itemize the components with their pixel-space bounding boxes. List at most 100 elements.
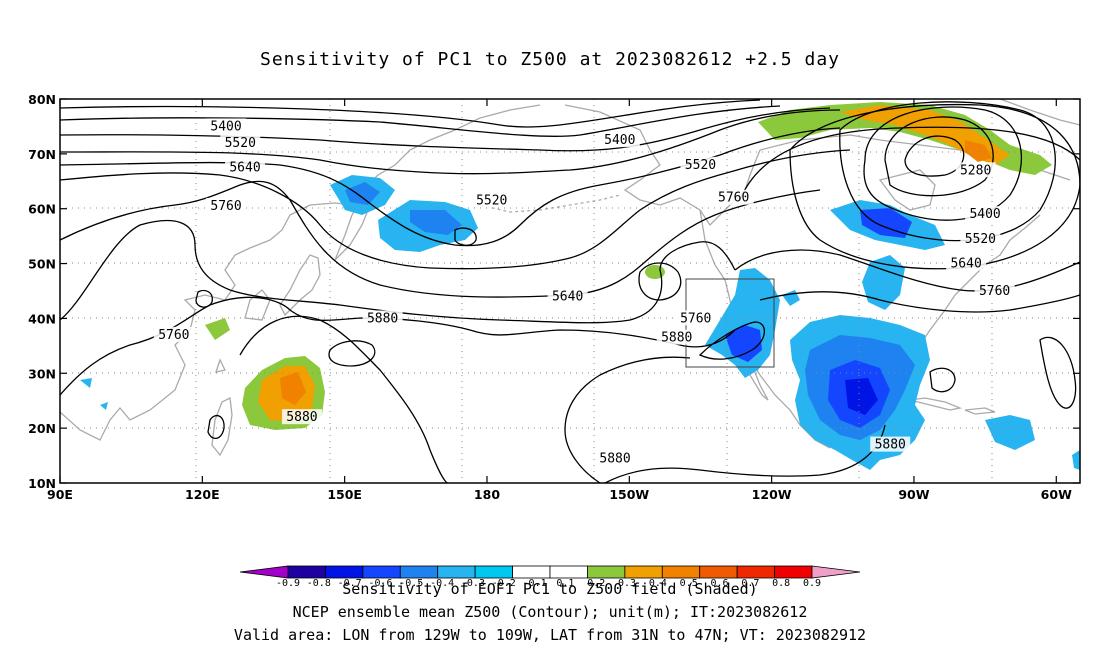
contour-label-bg (220, 134, 261, 150)
y-axis-ticks: 10N 20N 30N 40N 50N 60N 70N 80N (28, 92, 1080, 491)
contour-label: 5880 (875, 438, 906, 453)
contour-label: 5760 (979, 284, 1010, 299)
contour-label-bg (281, 409, 322, 425)
contour-label: 5520 (685, 158, 716, 173)
colorbar-swatch (699, 565, 738, 579)
colorbar-swatch (437, 565, 476, 579)
contour-label: 5400 (604, 133, 635, 148)
y-tick-label: 60N (28, 202, 56, 217)
colorbar-swatch (661, 565, 701, 579)
colorbar-swatch (474, 565, 513, 579)
contour-label-bg (960, 230, 1001, 246)
contour-label-bg (471, 192, 512, 208)
colorbar-tick-label: 0.3 (618, 578, 636, 589)
colorbar-tick-label: -0.4 (430, 578, 454, 589)
contour-label-bg (974, 283, 1015, 298)
contour-label-bg (362, 310, 403, 326)
contour-label: 5880 (599, 451, 630, 466)
colorbar-tick-label: -0.8 (307, 578, 331, 589)
colorbar-tick-label: -0.6 (368, 578, 392, 589)
colorbar-tick-label: 0.6 (710, 578, 728, 589)
contour-label-bg (965, 206, 1006, 222)
colorbar-tick-label: -0.1 (523, 578, 547, 589)
contour-label: 5280 (960, 163, 991, 178)
contour-label: 5640 (229, 161, 260, 176)
colorbar-tick-label: -0.5 (399, 578, 423, 589)
footer-line-1: Sensitivity of EOF1 PC1 to Z500 field (S… (342, 580, 758, 598)
y-tick-label: 10N (28, 476, 56, 491)
contour-label: 5400 (969, 207, 1000, 222)
contour-label-bg (206, 118, 247, 134)
contour-label: 5880 (661, 331, 692, 346)
colorbar-swatch (587, 565, 626, 579)
contour-label: 5760 (718, 191, 749, 206)
colorbar-swatch (325, 565, 364, 579)
x-tick-label: 150W (609, 487, 649, 502)
contour-label: 5760 (158, 328, 189, 343)
x-tick-label: 180 (474, 487, 500, 502)
colorbar-tick-label: 0.2 (587, 578, 605, 589)
colorbar-swatch (399, 565, 439, 579)
colorbar-tick-label: -0.9 (276, 578, 300, 589)
colorbar-tick-label: -0.3 (461, 578, 485, 589)
z500-contours (60, 99, 1080, 483)
colorbar-swatch (362, 565, 401, 579)
x-tick-label: 120E (185, 487, 220, 502)
y-tick-label: 40N (28, 311, 56, 326)
colorbar-tick-label: 0.7 (741, 578, 759, 589)
colorbar-max-triangle (811, 565, 861, 579)
colorbar-tick-label: 0.1 (556, 578, 574, 589)
contour-label: 5880 (286, 410, 317, 425)
contour-label-bg (595, 450, 636, 466)
y-tick-label: 30N (28, 366, 56, 381)
y-tick-label: 20N (28, 421, 56, 436)
contour-label-bg (206, 197, 247, 213)
x-tick-label: 90E (47, 487, 73, 502)
colorbar-tick-label: 0.8 (772, 578, 790, 589)
contour-label: 5640 (552, 289, 583, 304)
colorbar-tick-label: -0.2 (492, 578, 516, 589)
contour-label-bg (599, 132, 640, 148)
colorbar-min-triangle (239, 565, 289, 579)
map-frame (59, 98, 1081, 484)
colorbar-tick-label: 0.9 (803, 578, 821, 589)
contour-label-bg (547, 288, 588, 304)
contour-label: 5520 (225, 136, 256, 151)
footer-line-3: Valid area: LON from 129W to 109W, LAT f… (233, 626, 867, 644)
contour-label: 5760 (680, 311, 711, 326)
x-tick-label: 60W (1041, 487, 1072, 502)
contour-label: 5640 (950, 257, 981, 272)
colorbar: -0.9 -0.8 -0.7 -0.6 -0.5 -0.4 -0.3 -0.2 -0.1 0.1 0… (239, 565, 861, 589)
colorbar-swatch (512, 565, 551, 579)
contour-label-bg (713, 189, 754, 205)
colorbar-swatch (624, 565, 663, 579)
contour-label-bg (955, 162, 996, 178)
x-tick-label: 120W (752, 487, 792, 502)
colorbar-tick-label: 0.4 (649, 578, 667, 589)
x-tick-label: 150E (327, 487, 362, 502)
colorbar-swatch (549, 565, 588, 579)
contour-label-bg (225, 159, 266, 175)
contour-label: 5760 (210, 199, 241, 214)
y-tick-label: 80N (28, 92, 56, 107)
x-axis-ticks: 90E 120E 150E 180 150W 120W 90W 60W (47, 99, 1072, 502)
y-tick-label: 70N (28, 147, 56, 162)
colorbar-swatch (774, 565, 813, 579)
contour-labels: 5400 5400 5520 5520 5520 5640 5640 5760 5760 5760… (153, 118, 1015, 466)
contour-label: 5520 (476, 193, 507, 208)
colorbar-tick-label: -0.7 (338, 578, 362, 589)
contour-label: 5520 (965, 232, 996, 247)
contour-label-bg (153, 326, 194, 342)
y-tick-label: 50N (28, 257, 56, 272)
contour-label-bg (656, 329, 697, 345)
contour-label: 5880 (367, 311, 398, 326)
colorbar-tick-label: 0.5 (680, 578, 698, 589)
x-tick-label: 90W (898, 487, 929, 502)
colorbar-swatch (287, 565, 326, 579)
contour-label: 5400 (210, 119, 241, 134)
contour-label-bg (675, 310, 716, 326)
footer-line-2: NCEP ensemble mean Z500 (Contour); unit(… (292, 603, 808, 621)
contour-label-bg (680, 156, 721, 172)
contour-label-bg (870, 436, 911, 452)
